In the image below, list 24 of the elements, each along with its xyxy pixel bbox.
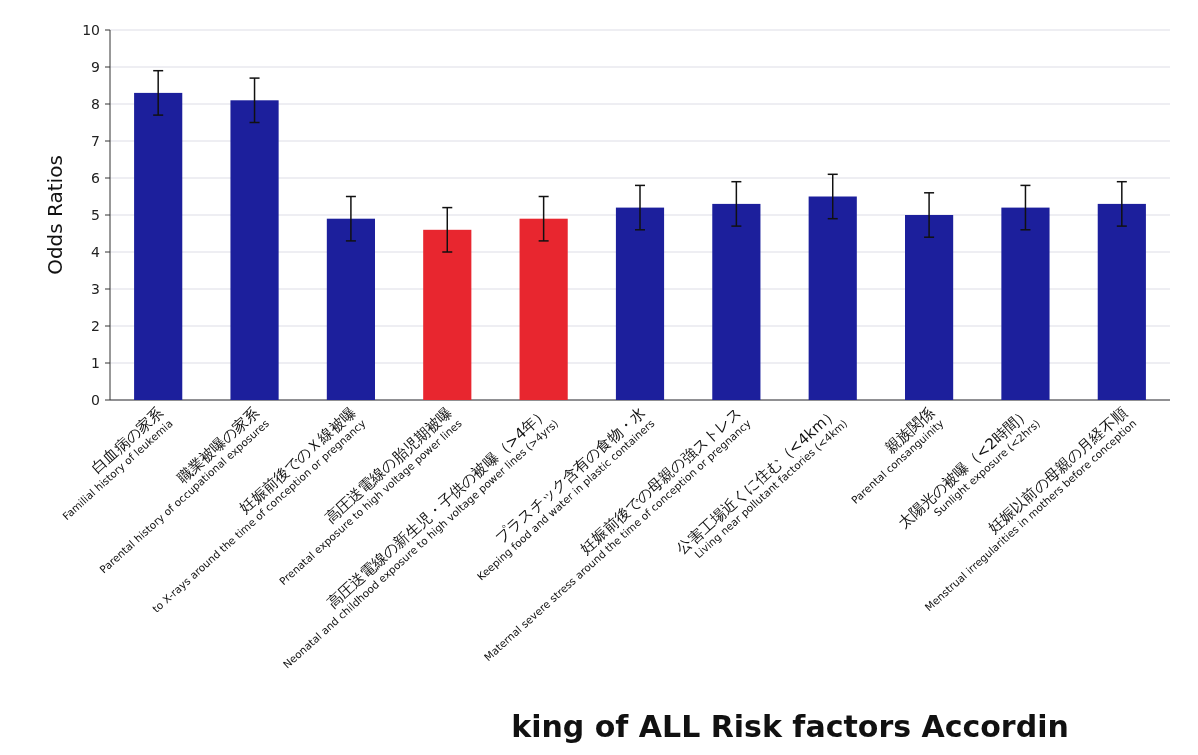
bar [808, 196, 857, 400]
bar [519, 218, 568, 400]
bar [326, 218, 375, 400]
bar [230, 100, 279, 400]
bar [423, 229, 472, 400]
y-tick-label: 7 [91, 133, 100, 149]
bar [615, 207, 665, 400]
y-tick-label: 1 [91, 355, 100, 371]
y-tick-label: 9 [91, 59, 100, 75]
y-tick-label: 3 [91, 281, 100, 297]
y-tick-label: 10 [82, 22, 100, 38]
y-tick-label: 6 [91, 170, 101, 186]
bar [1001, 207, 1050, 400]
bar [905, 215, 954, 400]
y-tick-label: 0 [91, 392, 100, 408]
bar [1097, 203, 1146, 400]
text: king of ALL Risk factors Accordin [511, 709, 1069, 744]
y-axis-title: Odds Ratios [43, 155, 67, 275]
bar [134, 92, 183, 400]
y-tick-label: 2 [91, 318, 100, 334]
y-tick-label: 5 [91, 207, 100, 223]
y-tick-label: 8 [91, 96, 100, 112]
bar [712, 203, 761, 400]
y-tick-label: 4 [91, 244, 101, 260]
